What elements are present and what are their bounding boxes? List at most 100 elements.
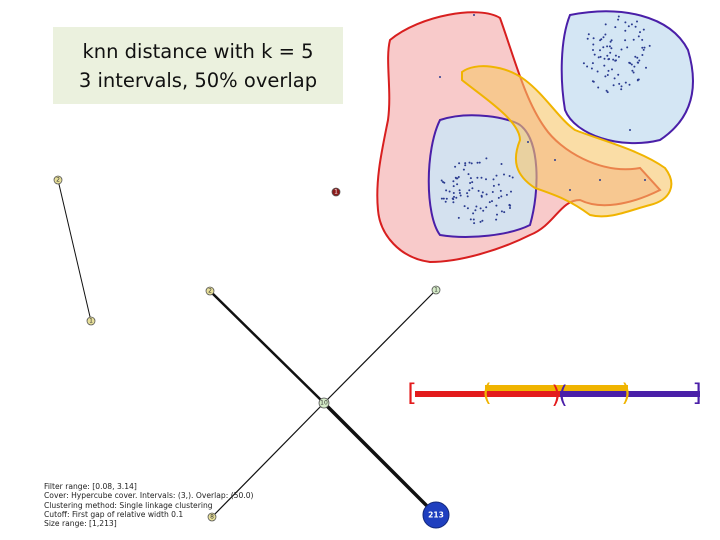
point-cloud-dot xyxy=(503,173,505,176)
point-cloud-dot xyxy=(618,82,621,85)
point-cloud-dot xyxy=(466,207,469,210)
point-cloud-dot xyxy=(609,40,612,43)
point-cloud-dot xyxy=(495,174,498,177)
point-cloud-dot xyxy=(481,219,484,222)
point-cloud-dot xyxy=(632,71,635,74)
info-size-range: Size range: [1,213] xyxy=(44,519,117,529)
point-cloud-dot xyxy=(604,33,607,36)
point-cloud-dot xyxy=(604,75,607,78)
point-cloud-dot xyxy=(475,205,478,208)
point-cloud-dot xyxy=(477,189,480,192)
point-cloud-dot xyxy=(632,38,635,41)
point-cloud-dot xyxy=(614,59,617,62)
point-cloud-dot xyxy=(458,192,461,194)
point-cloud-dot xyxy=(603,64,606,67)
point-cloud-dot xyxy=(480,194,483,197)
title-box: knn distance with k = 5 3 intervals, 50%… xyxy=(53,27,343,104)
node-label: 10 xyxy=(320,400,328,407)
point-cloud-dot xyxy=(462,168,465,171)
point-cloud-dot xyxy=(473,14,475,16)
point-cloud-dot xyxy=(445,197,448,200)
point-cloud-dot xyxy=(509,207,511,209)
point-cloud-dot xyxy=(491,200,493,203)
point-cloud-dot xyxy=(458,189,461,192)
edge-left xyxy=(57,179,92,322)
point-cloud-dot xyxy=(495,218,498,221)
point-cloud-dot xyxy=(593,53,596,56)
point-cloud-dot xyxy=(587,33,590,36)
point-cloud-dot xyxy=(642,28,645,31)
point-cloud-dot xyxy=(454,176,457,179)
point-cloud-dot xyxy=(527,141,529,143)
point-cloud-dot xyxy=(624,81,627,84)
point-cloud-dot xyxy=(458,162,461,165)
point-cloud-dot xyxy=(480,176,483,179)
point-cloud-dot xyxy=(597,56,600,59)
point-cloud-dot xyxy=(442,181,444,183)
point-cloud-dot xyxy=(473,222,476,225)
point-cloud-dot xyxy=(603,57,606,60)
point-cloud-dot xyxy=(481,191,484,194)
point-cloud-dot xyxy=(463,205,466,208)
point-cloud-dot xyxy=(497,196,500,199)
edge-upper-right xyxy=(323,289,437,404)
graph-nodes: 2 1 1 2 1 10 8 213 xyxy=(53,175,450,529)
point-cloud-dot xyxy=(492,184,495,187)
point-cloud-dot xyxy=(648,44,651,47)
info-cover: Cover: Hypercube cover. Intervals: (3,).… xyxy=(44,491,254,501)
point-cloud-dot xyxy=(586,37,589,40)
point-cloud-dot xyxy=(639,31,641,34)
point-cloud-dot xyxy=(590,67,593,70)
point-cloud-dot xyxy=(611,68,613,71)
point-cloud-dot xyxy=(599,55,602,58)
point-cloud-dot xyxy=(606,54,609,57)
node-label: 2 xyxy=(208,288,212,295)
point-cloud-dot xyxy=(452,185,455,188)
point-cloud-dot xyxy=(604,23,607,26)
point-cloud-dot xyxy=(599,179,601,181)
point-cloud-dot xyxy=(469,177,472,180)
point-cloud-dot xyxy=(452,201,455,204)
point-cloud-dot xyxy=(636,78,639,81)
info-filter-range: Filter range: [0.08, 3.14] xyxy=(44,482,137,491)
info-panel: Filter range: [0.08, 3.14] Cover: Hyperc… xyxy=(44,482,254,528)
point-cloud-dot xyxy=(485,178,487,181)
point-cloud-dot xyxy=(634,25,637,28)
point-cloud-dot xyxy=(470,162,473,165)
point-cloud-dot xyxy=(439,76,441,78)
red-interval-open-bracket: [ xyxy=(407,379,416,407)
point-cloud-dot xyxy=(607,58,610,61)
point-cloud-dot xyxy=(638,59,641,62)
point-cloud-dot xyxy=(617,73,620,76)
point-cloud-dot xyxy=(491,191,494,193)
point-cloud-dot xyxy=(592,43,595,46)
point-cloud-dot xyxy=(472,218,475,221)
point-cloud-dot xyxy=(471,187,474,190)
point-cloud-dot xyxy=(468,161,471,164)
point-cloud-dot xyxy=(508,175,511,177)
point-cloud-dot xyxy=(628,61,631,64)
point-cloud-dot xyxy=(478,161,481,164)
point-cloud-dot xyxy=(610,47,613,50)
node-label: 8 xyxy=(210,514,214,521)
point-cloud-dot xyxy=(606,74,609,76)
point-cloud-dot xyxy=(452,180,455,183)
point-cloud-dot xyxy=(600,38,603,41)
point-cloud-dot xyxy=(448,190,451,193)
point-cloud-dot xyxy=(442,197,445,200)
point-cloud-dot xyxy=(592,37,595,40)
point-cloud-dot xyxy=(586,65,589,68)
point-cloud-dot xyxy=(474,209,477,212)
point-cloud-dot xyxy=(479,207,482,210)
point-cloud-dot xyxy=(612,58,615,61)
point-cloud-dot xyxy=(472,212,475,215)
point-cloud-dot xyxy=(479,220,482,223)
point-cloud-dot xyxy=(500,163,503,165)
yellow-interval-open-bracket: ( xyxy=(482,379,491,407)
point-cloud-dot xyxy=(596,70,599,73)
point-cloud-dot xyxy=(457,176,460,178)
point-cloud-dot xyxy=(636,56,639,59)
node-label: 1 xyxy=(334,189,338,196)
point-cloud-dot xyxy=(459,194,462,197)
point-cloud-dot xyxy=(476,161,479,164)
